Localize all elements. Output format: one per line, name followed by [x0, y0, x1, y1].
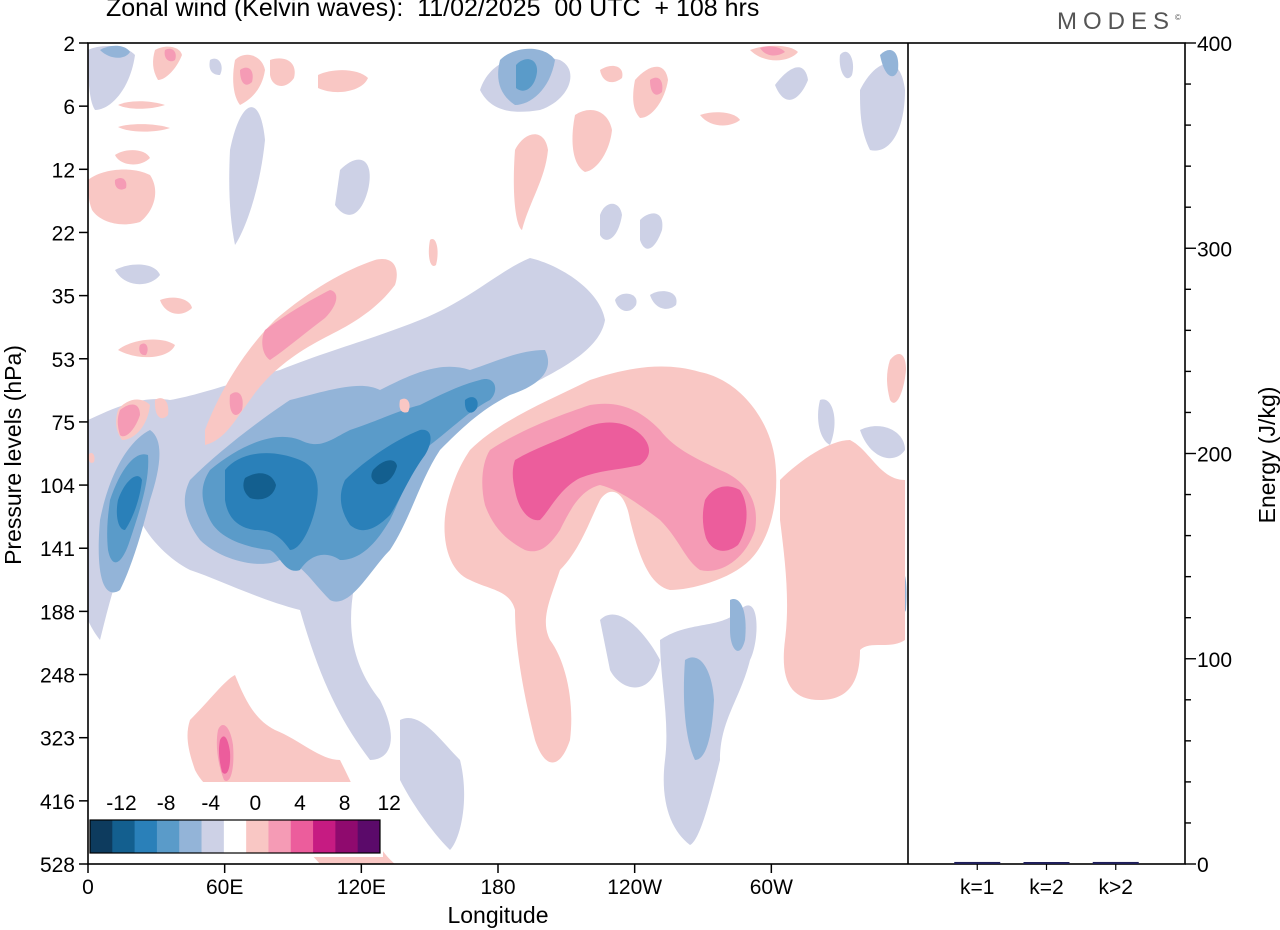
energy-tick-label: 300	[1197, 238, 1232, 261]
contour-positive-6	[218, 422, 747, 774]
colorbar-labels: -12 -8 -4 0 4 8 12	[106, 792, 401, 815]
energy-tick-label: 400	[1197, 33, 1232, 56]
colorbar-label: 12	[377, 792, 400, 815]
x-tick-label: 180	[480, 876, 515, 899]
colorbar-label: -8	[157, 792, 176, 815]
energy-category-label: k=1	[960, 876, 994, 899]
energy-bar	[1023, 862, 1070, 864]
wind-field	[88, 45, 907, 864]
x-tick-label: 120W	[607, 876, 662, 899]
y-tick-label: 528	[40, 854, 75, 877]
colorbar-frame	[89, 819, 381, 854]
colorbar-label: 8	[339, 792, 351, 815]
energy-bars	[954, 861, 1139, 864]
chart-title: Zonal wind (Kelvin waves): 11/02/2025 00…	[106, 0, 760, 22]
y-tick-label: 12	[52, 159, 75, 182]
y-tick-label: 6	[63, 96, 75, 119]
y-tick-label: 188	[40, 601, 75, 624]
energy-axis-ticks: 0 100 200 300 400	[1185, 33, 1232, 877]
colorbar-swatch	[268, 820, 292, 853]
colorbar-swatch	[134, 820, 158, 853]
y-tick-label: 2	[63, 33, 75, 56]
energy-category-label: k>2	[1099, 876, 1133, 899]
colorbar-label: 4	[294, 792, 306, 815]
colorbar-swatch	[246, 820, 269, 853]
colorbar-label: -4	[201, 792, 220, 815]
y-tick-label: 53	[52, 349, 75, 372]
x-tick-label: 60W	[750, 876, 793, 899]
y-tick-label: 22	[52, 222, 75, 245]
energy-tick-label: 100	[1197, 649, 1232, 672]
colorbar-swatch	[223, 820, 247, 853]
y-tick-label: 75	[52, 412, 75, 435]
colorbar-swatch	[156, 820, 180, 853]
energy-bar	[954, 861, 1001, 864]
brand-logo: MODES©	[1057, 8, 1181, 35]
x-tick-label: 120E	[337, 876, 386, 899]
colorbar-swatch	[179, 820, 203, 853]
colorbar-swatch	[290, 820, 314, 853]
energy-axis-title: Energy (J/kg)	[1254, 387, 1280, 524]
energy-tick-label: 0	[1197, 854, 1209, 877]
energy-category-label: k=2	[1029, 876, 1063, 899]
energy-categories: k=1 k=2 k>2	[960, 864, 1133, 899]
y-axis-ticks: 2 6 12 22 35 53 75 104 141 188 248 323 416 528	[40, 33, 88, 877]
colorbar-label: 0	[249, 792, 261, 815]
colorbar-label: -12	[106, 792, 136, 815]
colorbar-swatch	[335, 820, 359, 853]
y-tick-label: 35	[52, 286, 75, 309]
energy-tick-label: 200	[1197, 444, 1232, 467]
y-tick-label: 104	[40, 475, 75, 498]
contour-negative-12	[243, 460, 397, 500]
colorbar-swatch	[201, 820, 225, 853]
y-tick-label: 248	[40, 665, 75, 688]
x-axis-title: Longitude	[447, 902, 548, 928]
y-tick-label: 323	[40, 728, 75, 751]
colorbar	[87, 782, 383, 857]
x-axis-ticks: 0 60E 120E 180 120W 60W	[82, 864, 793, 899]
x-tick-label: 0	[82, 876, 94, 899]
y-axis-title: Pressure levels (hPa)	[0, 345, 26, 565]
energy-bar	[1092, 861, 1139, 864]
y-tick-label: 141	[40, 538, 75, 561]
x-tick-label: 60E	[206, 876, 243, 899]
colorbar-swatch	[357, 820, 381, 853]
colorbar-swatch	[313, 820, 336, 853]
colorbar-swatch	[90, 820, 113, 853]
y-tick-label: 416	[40, 791, 75, 814]
colorbar-swatch	[112, 820, 136, 853]
